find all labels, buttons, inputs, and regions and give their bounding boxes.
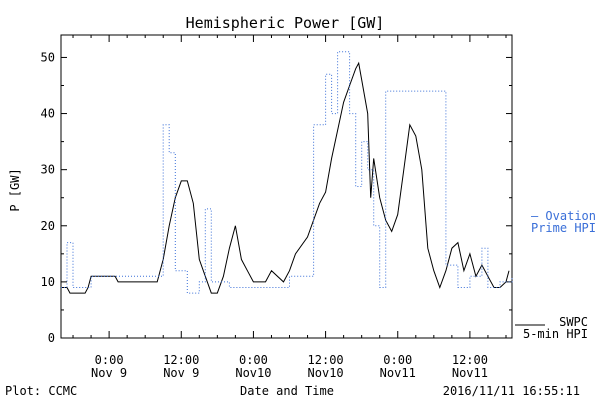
x-tick-label-time: 0:00 (239, 353, 268, 367)
legend-ovation-line2: Prime HPI (531, 221, 596, 235)
x-axis-label: Date and Time (240, 384, 334, 398)
y-tick-label: 10 (41, 275, 55, 289)
y-tick-label: 20 (41, 219, 55, 233)
legend-ovation-line1: — Ovation (531, 209, 596, 223)
y-axis-ticks: 0 10 20 30 40 50 (41, 50, 512, 345)
x-tick-label-date: Nov 9 (91, 366, 127, 380)
x-tick-label-time: 12:00 (452, 353, 488, 367)
x-tick-label-date: Nov11 (452, 366, 488, 380)
legend-swpc-line1: SWPC (559, 315, 588, 329)
x-tick-label-time: 12:00 (308, 353, 344, 367)
y-tick-label: 30 (41, 163, 55, 177)
legend-swpc-line2: 5-min HPI (523, 327, 588, 341)
chart-title: Hemispheric Power [GW] (186, 14, 385, 32)
y-axis-label: P [GW] (8, 168, 22, 211)
y-tick-label: 40 (41, 107, 55, 121)
x-tick-label-time: 0:00 (383, 353, 412, 367)
footer-plot-credit: Plot: CCMC (5, 384, 77, 398)
x-tick-label-date: Nov10 (235, 366, 271, 380)
x-tick-label-time: 12:00 (163, 353, 199, 367)
plot-frame (60, 34, 513, 339)
series-ovation-line (61, 51, 513, 294)
x-tick-label-date: Nov10 (308, 366, 344, 380)
series-layer (61, 51, 513, 294)
x-tick-label-date: Nov11 (380, 366, 416, 380)
x-tick-label-date: Nov 9 (163, 366, 199, 380)
y-tick-label: 0 (48, 331, 55, 345)
x-tick-label-time: 0:00 (95, 353, 124, 367)
legend: — Ovation Prime HPI SWPC 5-min HPI (515, 209, 596, 341)
footer-timestamp: 2016/11/11 16:55:11 (443, 384, 580, 398)
series-swpc-line (61, 61, 510, 294)
y-tick-label: 50 (41, 50, 55, 64)
